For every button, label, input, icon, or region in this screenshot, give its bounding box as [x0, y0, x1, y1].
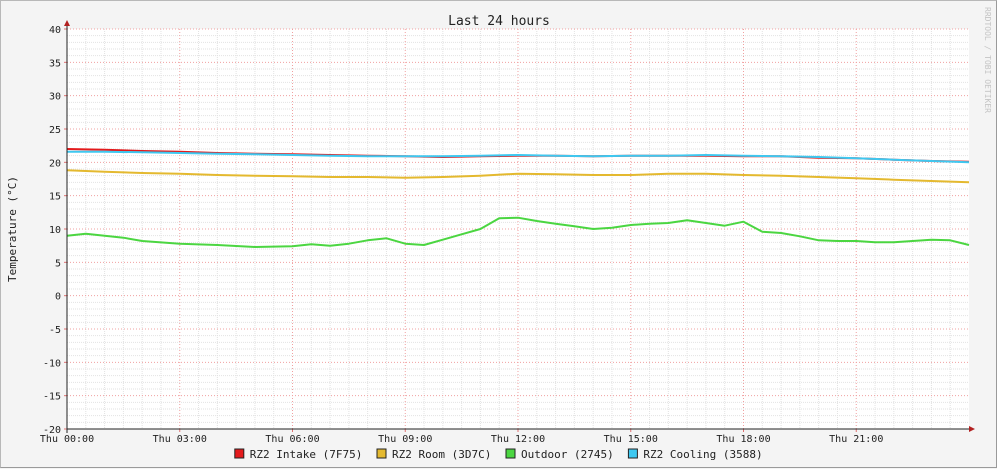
major-grid: [64, 28, 969, 432]
x-tick-label: Thu 15:00: [604, 434, 658, 445]
series-line: [66, 216, 970, 248]
series-line: [66, 169, 970, 184]
y-tick-label: -15: [43, 392, 61, 403]
y-tick-label: -5: [49, 325, 61, 336]
y-tick-label: -20: [43, 425, 61, 436]
y-tick-label: 5: [55, 258, 61, 269]
y-tick-labels: 40 35 30 25 20 15 10 5 0 -5 -10 -15 -20: [43, 25, 61, 436]
y-tick-label: 0: [55, 292, 61, 303]
legend: RZ2 Intake (7F75) RZ2 Room (3D7C) Outdoor …: [234, 448, 763, 461]
y-axis-label: Temperature (°C): [6, 176, 19, 282]
x-tick-label: Thu 03:00: [153, 434, 207, 445]
x-tick-labels: Thu 00:00 Thu 03:00 Thu 06:00 Thu 09:00 Thu …: [40, 434, 883, 445]
series-layer: [66, 148, 970, 248]
y-tick-label: 35: [49, 58, 61, 69]
legend-label: RZ2 Intake (7F75): [250, 448, 363, 461]
x-tick-label: Thu 21:00: [829, 434, 883, 445]
legend-label: RZ2 Room (3D7C): [392, 448, 491, 461]
legend-swatch: [234, 448, 245, 459]
legend-label: RZ2 Cooling (3588): [643, 448, 762, 461]
x-tick-label: Thu 09:00: [378, 434, 432, 445]
axes: [64, 20, 975, 433]
legend-swatch: [505, 448, 516, 459]
y-tick-label: 20: [49, 158, 61, 169]
x-tick-label: Thu 18:00: [716, 434, 770, 445]
watermark: RRDTOOL / TOBI OETIKER: [983, 7, 992, 113]
y-axis-arrow-icon: [64, 20, 70, 26]
x-tick-label: Thu 06:00: [265, 434, 319, 445]
series-line: [67, 150, 970, 164]
legend-swatch: [627, 448, 638, 459]
y-tick-label: 40: [49, 25, 61, 36]
x-tick-label: Thu 12:00: [491, 434, 545, 445]
legend-swatch: [376, 448, 387, 459]
y-tick-label: 15: [49, 192, 61, 203]
y-tick-label: -10: [43, 358, 61, 369]
y-tick-label: 30: [49, 92, 61, 103]
chart-title: Last 24 hours: [448, 14, 550, 29]
x-tick-label: Thu 00:00: [40, 434, 94, 445]
y-tick-label: 25: [49, 125, 61, 136]
y-tick-label: 10: [49, 225, 61, 236]
legend-label: Outdoor (2745): [521, 448, 614, 461]
x-axis-arrow-icon: [969, 426, 975, 432]
